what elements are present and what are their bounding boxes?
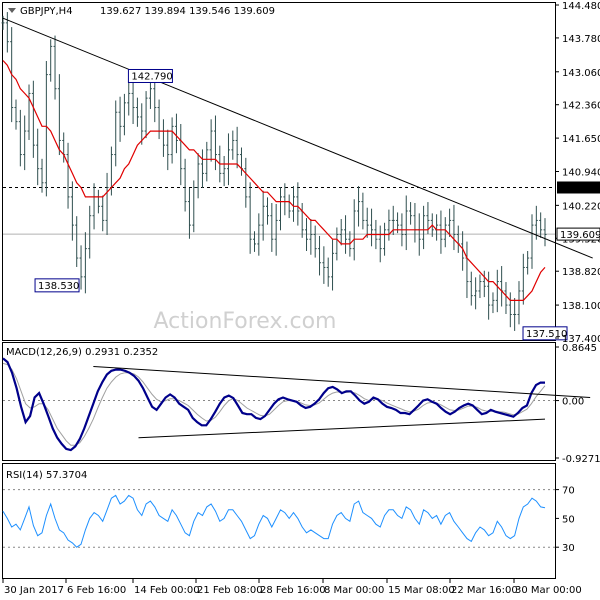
price-y-tick-label: 140.940 [562, 168, 600, 179]
x-tick-label: 28 Feb 16:00 [260, 585, 326, 596]
rsi-panel [2, 463, 556, 579]
current-label-box [556, 227, 600, 241]
x-tick-label: 30 Jan 2017 [4, 585, 64, 596]
macd-lower-trendline [138, 418, 546, 439]
macd-title: MACD(12,26,9) 0.2931 0.2352 [6, 347, 158, 358]
price-y-tick-label: 137.400 [562, 334, 600, 345]
price-y-tick-label: 138.100 [562, 301, 600, 312]
x-tick-label: 15 Mar 08:00 [388, 585, 455, 596]
x-tick-label: 30 Mar 00:00 [515, 585, 582, 596]
macd-y-tick-label: -0.9271 [562, 454, 600, 465]
rsi-y-tick-label: 70 [562, 486, 575, 497]
price-y-tick-label: 140.220 [562, 201, 600, 212]
chevron-down-icon[interactable] [8, 8, 16, 13]
macd-y-tick-label: 0.8645 [562, 343, 597, 354]
moving-average-line [2, 60, 546, 301]
rsi-y-tick-label: 50 [562, 514, 575, 525]
price-y-tick-label: 143.780 [562, 34, 600, 45]
x-tick-label: 22 Mar 16:00 [451, 585, 518, 596]
annotation-box [34, 278, 80, 293]
price-trendline [2, 17, 593, 259]
macd-y-tick-label: 0.00 [562, 397, 584, 408]
x-tick-label: 21 Feb 08:00 [197, 585, 263, 596]
rsi-line [2, 494, 546, 548]
annotation-box [127, 68, 173, 83]
reference-label: 140.600 [560, 183, 600, 194]
price-y-tick-label: 142.360 [562, 101, 600, 112]
price-y-tick-label: 143.060 [562, 68, 600, 79]
annotation-box [522, 326, 568, 341]
annotation-label: 142.790 [131, 71, 172, 82]
macd-panel [2, 342, 556, 461]
current-price-label: 139.609 [560, 230, 600, 241]
price-y-tick-label: 144.480 [562, 1, 600, 12]
macd-line [2, 357, 545, 452]
price-y-tick-label: 141.650 [562, 134, 600, 145]
rsi-y-tick-label: 30 [562, 543, 575, 554]
rsi-title: RSI(14) 57.3704 [6, 470, 87, 481]
x-tick-label: 14 Feb 00:00 [134, 585, 200, 596]
x-tick-label: 6 Feb 16:00 [67, 585, 126, 596]
reference-label-box [557, 181, 600, 194]
chart-ohlc: 139.627 139.894 139.546 139.609 [100, 6, 275, 17]
price-y-tick-label: 138.820 [562, 267, 600, 278]
chart-symbol: GBPJPY,H4 [20, 6, 73, 17]
annotation-label: 138.530 [38, 281, 79, 292]
annotation-label: 137.510 [526, 329, 567, 340]
macd-upper-trendline [93, 365, 591, 398]
watermark: ActionForex.com [154, 309, 337, 334]
x-tick-label: 8 Mar 00:00 [324, 585, 384, 596]
